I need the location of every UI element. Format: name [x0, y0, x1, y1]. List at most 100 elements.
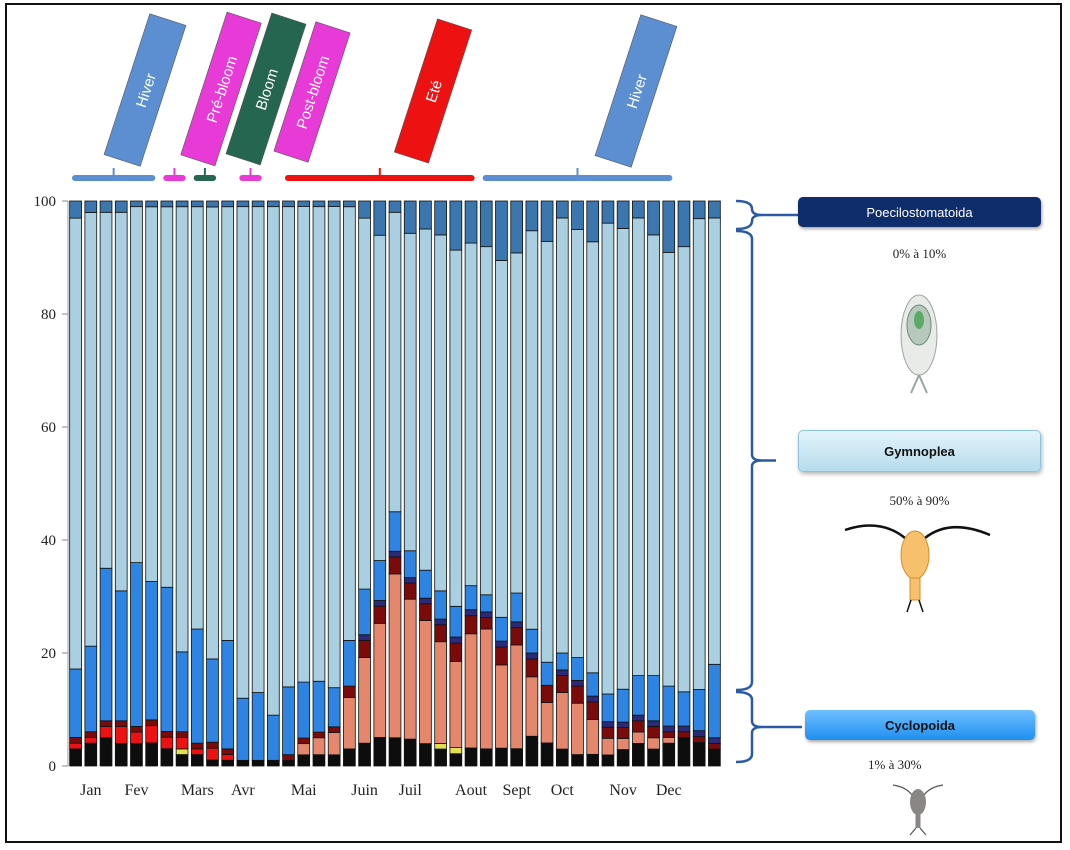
bar-segment — [464, 242, 478, 587]
bar-segment — [479, 246, 493, 596]
bar-segment — [616, 727, 630, 739]
bar-segment — [495, 200, 508, 261]
cyclopoida-range: 1% à 30% — [868, 757, 922, 772]
bar-segment — [479, 617, 493, 630]
bar-segment — [84, 742, 98, 767]
bar-segment — [677, 246, 691, 693]
bar-segment — [586, 719, 600, 755]
bar-segment — [327, 726, 341, 733]
bar-segment — [297, 200, 311, 207]
bar-segment — [662, 737, 676, 744]
bar-segment — [647, 720, 660, 727]
bar-segment — [555, 675, 569, 693]
bar-segment — [677, 725, 691, 733]
bar-segment — [708, 200, 721, 219]
bar-stack — [525, 200, 539, 767]
bar-segment — [525, 200, 539, 232]
bar-segment — [403, 550, 417, 579]
bar-segment — [434, 200, 447, 236]
bar-segment — [282, 759, 295, 767]
bar-segment — [312, 206, 326, 682]
bar-segment — [190, 742, 204, 750]
bar-segment — [206, 747, 219, 761]
bar-segment — [555, 652, 569, 671]
x-axis-month-labels: Jan Fev Mars Avr Mai Juin Juil Aout Sept Oct Nov De… — [80, 782, 682, 799]
bar-segment — [434, 743, 447, 750]
season-tag-box — [594, 14, 678, 168]
bar-segment — [388, 200, 402, 213]
poecilostomatoida-label: Poecilostomatoida — [798, 197, 1041, 227]
bar-segment — [373, 234, 387, 561]
month-label: Dec — [656, 782, 682, 799]
bar-segment — [708, 217, 721, 665]
bar-segment — [251, 206, 265, 693]
bar-segment — [69, 742, 82, 750]
bar-segment — [449, 642, 463, 662]
bar-segment — [601, 726, 615, 739]
bar-segment — [708, 663, 721, 739]
season-tag-box — [180, 11, 262, 167]
bar-segment — [99, 720, 113, 727]
bar-segment — [632, 200, 645, 219]
bar-segment — [601, 693, 615, 723]
bar-segment — [616, 749, 630, 767]
bar-segment — [327, 732, 341, 756]
y-tick-label: 100 — [34, 194, 57, 210]
bar-segment — [510, 644, 524, 750]
bar-segment — [388, 211, 402, 513]
bar-segment — [616, 721, 630, 729]
bar-stack — [114, 200, 128, 767]
bar-segment — [160, 731, 174, 738]
bar-segment — [449, 661, 463, 748]
bar-segment — [434, 590, 447, 620]
bar-segment — [236, 206, 250, 699]
bar-segment — [540, 240, 554, 663]
bar-segment — [388, 573, 402, 739]
bar-segment — [388, 511, 402, 552]
bar-segment — [525, 652, 539, 660]
bar-segment — [434, 234, 447, 592]
bar-segment — [327, 206, 341, 689]
bar-segment — [677, 200, 691, 248]
bar-segment — [312, 680, 326, 733]
month-label: Juil — [399, 782, 423, 799]
bar-segment — [555, 748, 569, 767]
bar-segment — [145, 206, 158, 582]
bar-segment — [297, 206, 311, 683]
bar-segment — [571, 679, 584, 687]
bar-stack — [175, 200, 189, 767]
bar-segment — [449, 200, 463, 251]
bar-segment — [479, 628, 493, 750]
bar-segment — [571, 229, 584, 658]
bar-segment — [251, 200, 265, 208]
bar-segment — [145, 719, 158, 727]
bar-segment — [449, 753, 463, 767]
bar-segment — [266, 714, 280, 761]
bar-segment — [708, 743, 721, 750]
bar-segment — [160, 206, 174, 588]
bar-segment — [312, 731, 326, 739]
bar-segment — [145, 742, 158, 767]
season-bar — [284, 175, 475, 181]
bar-segment — [692, 200, 706, 220]
bar-stack — [282, 200, 295, 767]
bar-segment — [84, 731, 98, 738]
bar-segment — [525, 230, 539, 630]
bar-segment — [616, 688, 630, 723]
bar-stack — [251, 200, 265, 767]
bar-segment — [692, 736, 706, 743]
bar-segment — [479, 200, 493, 248]
bar-segment — [236, 200, 250, 208]
bar-stack — [160, 200, 174, 767]
bar-segment — [84, 212, 98, 647]
bar-segment — [266, 206, 280, 716]
bar-stack — [403, 200, 417, 767]
bar-segment — [84, 200, 98, 213]
bar-stack — [662, 200, 676, 767]
bar-segment — [99, 567, 113, 722]
season-tag: Eté — [393, 18, 473, 164]
season-bar — [72, 175, 156, 181]
bar-segment — [175, 651, 189, 733]
bar-segment — [647, 726, 660, 739]
bar-segment — [99, 737, 113, 767]
